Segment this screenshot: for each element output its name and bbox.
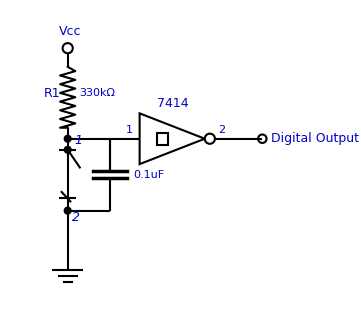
Circle shape [64,207,71,214]
Text: R1: R1 [44,87,61,100]
Circle shape [64,146,71,153]
Text: 7414: 7414 [157,97,188,110]
Text: 2: 2 [218,125,225,135]
Text: 1: 1 [126,125,133,135]
Text: 0.1uF: 0.1uF [134,170,165,180]
Text: 330kΩ: 330kΩ [79,88,116,98]
Text: 1: 1 [74,134,82,147]
Text: Digital Output: Digital Output [271,132,359,145]
Circle shape [64,135,71,142]
Text: 2: 2 [72,211,80,224]
Bar [157,133,168,145]
Text: Vcc: Vcc [59,25,82,38]
